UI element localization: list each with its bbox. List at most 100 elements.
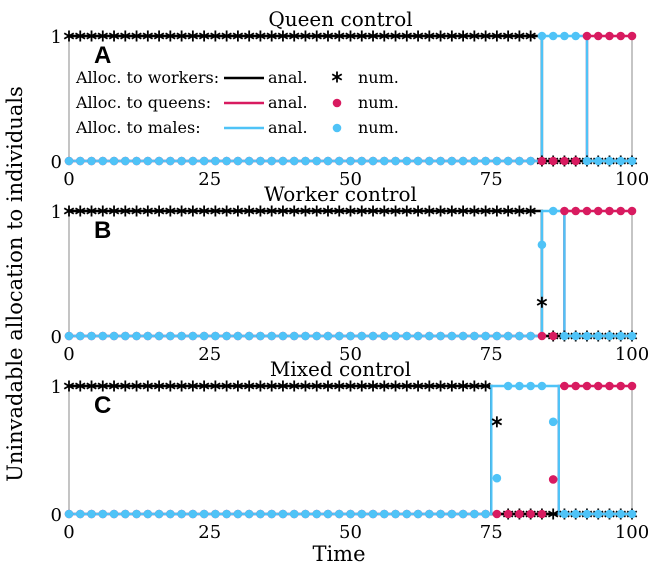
- numeric-dot-males: [357, 156, 367, 166]
- numeric-star-workers: [311, 205, 322, 217]
- numeric-dot-males: [323, 509, 333, 519]
- numeric-dot-queens: [605, 206, 614, 216]
- numeric-dot-queens: [627, 206, 637, 216]
- x-tick-label: 25: [198, 169, 221, 190]
- numeric-dot-queens: [593, 381, 603, 391]
- numeric-dot-males: [391, 509, 400, 519]
- legend-marker-swatch: [331, 71, 343, 83]
- numeric-dot-males: [379, 509, 389, 519]
- numeric-star-workers: [165, 380, 176, 392]
- numeric-dot-males: [64, 156, 74, 166]
- numeric-dot-queens: [593, 206, 603, 216]
- numeric-dot-males: [132, 156, 141, 166]
- panel-letter: B: [94, 217, 111, 244]
- numeric-dot-males: [447, 156, 457, 166]
- numeric-dot-males: [188, 509, 198, 519]
- numeric-dot-males: [188, 156, 198, 166]
- numeric-star-workers: [63, 30, 75, 42]
- numeric-star-workers: [424, 380, 435, 392]
- numeric-star-workers: [153, 30, 165, 42]
- numeric-dot-males: [154, 509, 164, 519]
- legend-entry: Alloc. to queens: anal. num.: [75, 93, 399, 112]
- numeric-dot-queens: [548, 331, 558, 341]
- numeric-star-workers: [243, 30, 255, 42]
- numeric-star-workers: [176, 380, 187, 392]
- numeric-dot-males: [233, 156, 243, 166]
- x-tick-label: 75: [480, 344, 503, 365]
- numeric-star-workers: [176, 30, 187, 42]
- numeric-dot-males: [166, 509, 175, 519]
- numeric-star-workers: [288, 205, 300, 217]
- numeric-star-workers: [153, 205, 165, 217]
- numeric-dot-males: [121, 156, 130, 166]
- numeric-dot-males: [548, 417, 558, 427]
- legend-line-label: anal.: [268, 118, 308, 137]
- numeric-star-workers: [480, 30, 491, 42]
- numeric-dot-males: [616, 156, 626, 166]
- numeric-dot-queens: [515, 509, 524, 519]
- numeric-star-workers: [469, 380, 480, 392]
- numeric-dot-males: [526, 156, 535, 166]
- numeric-star-workers: [457, 380, 469, 392]
- numeric-dot-males: [75, 156, 85, 166]
- numeric-dot-males: [188, 331, 198, 341]
- numeric-dot-males: [199, 509, 209, 519]
- numeric-star-workers: [243, 205, 255, 217]
- numeric-dot-males: [503, 331, 513, 341]
- numeric-star-workers: [379, 30, 390, 42]
- numeric-star-workers: [435, 205, 446, 217]
- numeric-star-workers: [390, 30, 401, 42]
- numeric-star-workers: [131, 380, 142, 392]
- x-tick-label: 25: [198, 344, 221, 365]
- numeric-star-workers: [75, 205, 86, 217]
- numeric-star-workers: [255, 380, 266, 392]
- numeric-dot-males: [413, 509, 423, 519]
- numeric-dot-males: [391, 331, 400, 341]
- numeric-star-workers: [480, 205, 491, 217]
- numeric-dot-males: [154, 156, 164, 166]
- numeric-star-workers: [457, 30, 469, 42]
- numeric-dot-males: [560, 331, 569, 341]
- numeric-dot-males: [526, 381, 535, 391]
- y-tick-label: 1: [51, 27, 62, 48]
- numeric-dot-males: [571, 331, 580, 341]
- numeric-dot-males: [301, 331, 310, 341]
- numeric-star-workers: [345, 205, 356, 217]
- numeric-star-workers: [142, 380, 154, 392]
- numeric-dot-males: [346, 331, 355, 341]
- numeric-star-workers: [232, 205, 244, 217]
- numeric-star-workers: [345, 30, 356, 42]
- x-tick-label: 25: [198, 522, 221, 543]
- numeric-star-workers: [412, 205, 424, 217]
- numeric-star-workers: [187, 380, 199, 392]
- numeric-star-workers: [322, 205, 334, 217]
- numeric-dot-queens: [571, 206, 580, 216]
- numeric-dot-males: [177, 509, 186, 519]
- numeric-star-workers: [311, 380, 322, 392]
- numeric-star-workers: [176, 205, 187, 217]
- numeric-dot-males: [222, 331, 231, 341]
- numeric-star-workers: [457, 205, 469, 217]
- numeric-dot-males: [402, 156, 412, 166]
- x-tick-label: 0: [63, 344, 74, 365]
- numeric-dot-males: [481, 156, 490, 166]
- numeric-star-workers: [97, 380, 108, 392]
- numeric-dot-males: [537, 31, 547, 41]
- numeric-dot-males: [402, 509, 412, 519]
- numeric-dot-males: [537, 240, 547, 250]
- legend-marker-label: num.: [358, 68, 399, 87]
- panel-letter: A: [94, 42, 111, 69]
- numeric-star-workers: [469, 205, 480, 217]
- numeric-star-workers: [424, 30, 435, 42]
- numeric-dot-males: [98, 156, 108, 166]
- numeric-dot-males: [627, 331, 637, 341]
- numeric-star-workers: [108, 30, 120, 42]
- numeric-dot-males: [548, 206, 558, 216]
- numeric-star-workers: [334, 30, 345, 42]
- numeric-star-workers: [525, 205, 536, 217]
- numeric-star-workers: [367, 30, 379, 42]
- numeric-dot-males: [379, 156, 389, 166]
- panel-title: Mixed control: [270, 357, 411, 381]
- legend-label: Alloc. to males:: [75, 118, 201, 137]
- numeric-dot-queens: [627, 381, 637, 391]
